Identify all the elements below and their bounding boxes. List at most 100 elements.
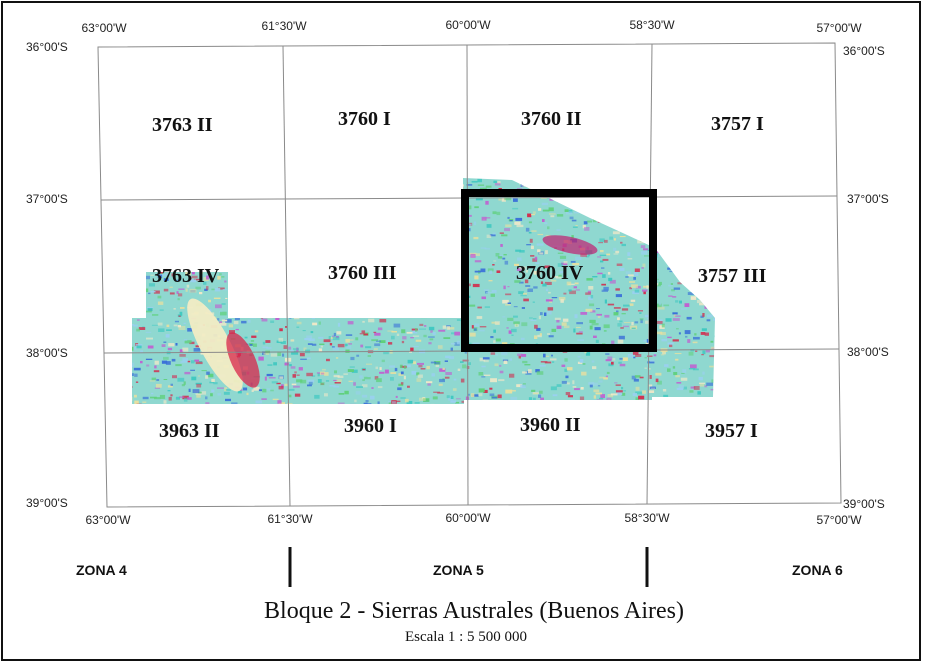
survey-pixel (331, 307, 335, 311)
survey-pixel (358, 309, 362, 312)
survey-pixel (339, 239, 343, 242)
survey-pixel (252, 209, 256, 212)
survey-pixel (442, 235, 448, 238)
survey-pixel (625, 202, 632, 206)
survey-pixel (718, 347, 723, 349)
survey-pixel (534, 256, 538, 261)
survey-pixel (142, 406, 144, 409)
survey-pixel (242, 301, 246, 306)
survey-pixel (363, 412, 368, 414)
survey-pixel (300, 379, 307, 384)
survey-pixel (146, 337, 153, 340)
survey-pixel (326, 241, 330, 246)
survey-pixel (270, 389, 274, 392)
survey-pixel (516, 268, 522, 271)
survey-pixel (627, 274, 634, 277)
survey-pixel (707, 314, 713, 318)
survey-pixel (422, 231, 425, 236)
survey-pixel (225, 319, 232, 323)
survey-pixel (547, 333, 550, 335)
survey-pixel (142, 178, 150, 182)
survey-pixel (672, 296, 677, 298)
survey-pixel (466, 184, 473, 186)
survey-pixel (635, 354, 642, 357)
survey-pixel (631, 199, 636, 203)
survey-pixel (427, 383, 431, 386)
survey-pixel (578, 175, 583, 177)
lon-label-top: 58°30'W (629, 18, 675, 32)
survey-pixel (271, 220, 275, 224)
survey-pixel (422, 301, 425, 304)
survey-pixel (428, 336, 435, 338)
survey-pixel (193, 411, 198, 413)
survey-pixel (635, 386, 640, 391)
survey-pixel (661, 323, 665, 328)
survey-pixel (312, 232, 319, 234)
survey-pixel (538, 394, 542, 398)
survey-pixel (265, 388, 271, 391)
survey-pixel (694, 194, 697, 196)
survey-pixel (669, 414, 672, 416)
survey-pixel (563, 261, 568, 264)
survey-pixel (224, 387, 228, 392)
survey-pixel (433, 413, 439, 417)
survey-pixel (623, 390, 626, 392)
survey-pixel (383, 404, 387, 406)
survey-pixel (411, 189, 415, 192)
survey-pixel (415, 339, 422, 342)
survey-pixel (469, 401, 476, 404)
survey-pixel (609, 178, 613, 182)
survey-pixel (411, 258, 414, 260)
survey-pixel (349, 403, 356, 404)
survey-pixel (456, 340, 460, 345)
survey-pixel (664, 411, 670, 415)
survey-pixel (648, 368, 651, 370)
survey-pixel (403, 294, 408, 298)
survey-pixel (468, 283, 471, 287)
survey-pixel (401, 314, 408, 317)
survey-pixel (171, 210, 177, 212)
survey-pixel (374, 332, 381, 336)
survey-pixel (634, 289, 640, 293)
survey-pixel (536, 371, 544, 375)
survey-pixel (164, 215, 171, 220)
survey-pixel (460, 361, 464, 363)
survey-pixel (125, 381, 132, 383)
survey-pixel (262, 304, 270, 308)
survey-pixel (545, 175, 551, 176)
survey-pixel (403, 246, 407, 251)
survey-pixel (486, 224, 492, 228)
survey-pixel (214, 288, 221, 292)
survey-pixel (509, 220, 513, 222)
survey-pixel (291, 292, 298, 294)
survey-pixel (729, 229, 731, 230)
survey-pixel (419, 323, 424, 326)
survey-pixel (637, 310, 643, 312)
survey-pixel (608, 220, 612, 223)
survey-pixel (462, 364, 467, 369)
survey-pixel (604, 181, 608, 185)
survey-pixel (277, 352, 282, 356)
survey-pixel (430, 313, 436, 316)
survey-pixel (258, 389, 262, 392)
survey-pixel (526, 287, 529, 290)
survey-pixel (402, 299, 405, 302)
survey-pixel (534, 335, 538, 339)
survey-pixel (572, 386, 577, 388)
survey-pixel (264, 376, 267, 381)
survey-pixel (264, 307, 268, 310)
survey-pixel (204, 288, 208, 291)
survey-pixel (433, 391, 440, 393)
survey-pixel (643, 339, 647, 342)
survey-pixel (485, 185, 492, 188)
survey-pixel (723, 172, 726, 175)
survey-pixel (665, 318, 672, 322)
survey-pixel (639, 312, 642, 314)
survey-pixel (625, 276, 629, 278)
survey-pixel (373, 235, 381, 238)
survey-pixel (406, 401, 413, 404)
survey-pixel (296, 379, 303, 383)
survey-pixel (332, 410, 338, 413)
survey-pixel (296, 326, 300, 328)
grid-meridian-61-30 (282, 45, 291, 507)
